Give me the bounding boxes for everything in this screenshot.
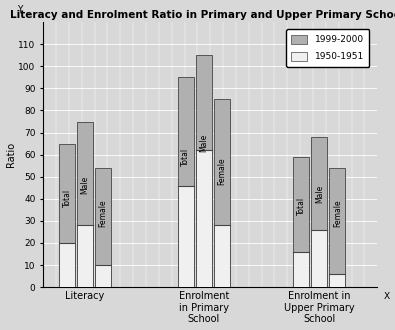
Bar [311,137,327,287]
Bar [214,225,230,287]
Bar [311,230,327,287]
Text: Male: Male [315,185,324,203]
Text: Female: Female [333,199,342,227]
Text: Male: Male [199,134,208,152]
Bar [59,243,75,287]
Y-axis label: Ratio: Ratio [6,142,15,167]
Text: Total: Total [181,148,190,166]
Bar [95,265,111,287]
Bar [214,99,230,287]
Bar [196,55,212,287]
Text: Female: Female [217,157,226,184]
Bar [293,157,309,287]
Text: X: X [384,292,390,301]
Bar [77,225,93,287]
Bar [178,77,194,287]
Bar [329,168,345,287]
Bar [95,168,111,287]
Bar [329,274,345,287]
Title: Literacy and Enrolment Ratio in Primary and Upper Primary Schools: Literacy and Enrolment Ratio in Primary … [10,10,395,20]
Bar [77,121,93,287]
Text: Y: Y [17,5,23,14]
Text: Male: Male [81,175,90,194]
Bar [178,185,194,287]
Bar [293,252,309,287]
Bar [59,144,75,287]
Text: Total: Total [297,197,306,215]
Text: Female: Female [98,199,107,227]
Text: Total: Total [62,189,71,207]
Bar [196,150,212,287]
Legend: 1999-2000, 1950-1951: 1999-2000, 1950-1951 [286,29,369,67]
